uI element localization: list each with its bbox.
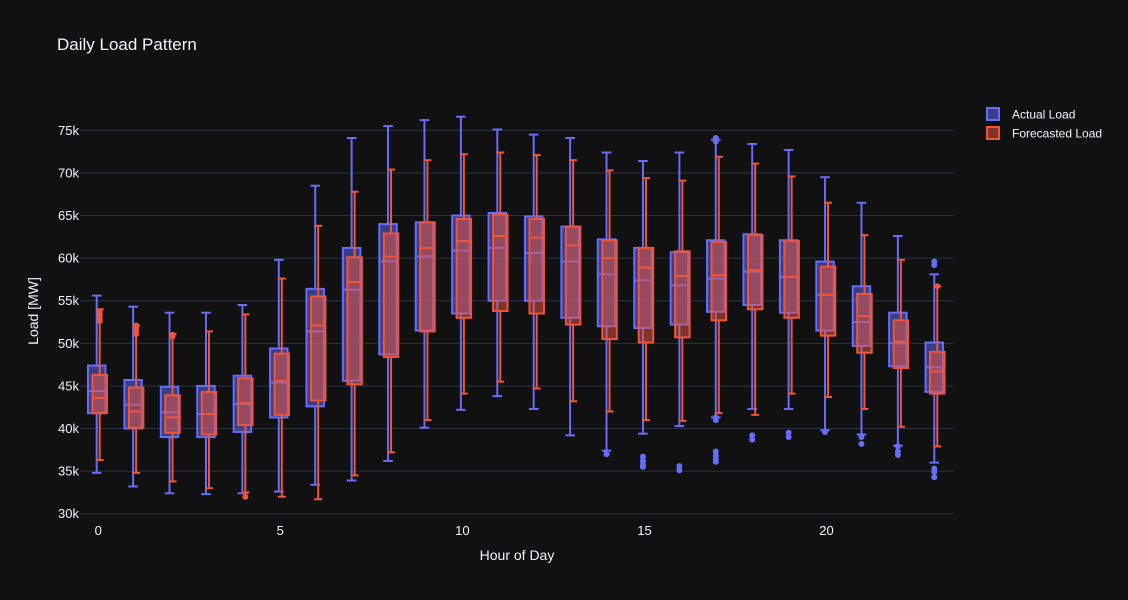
outlier-point[interactable] — [931, 261, 938, 268]
box-iqr[interactable] — [892, 319, 910, 370]
outlier-point[interactable] — [676, 467, 683, 474]
legend[interactable]: Actual Load Forecasted Load — [986, 107, 1102, 141]
outlier-point[interactable] — [785, 434, 792, 441]
x-tick-label: 10 — [455, 523, 469, 538]
outlier-point[interactable] — [822, 428, 829, 435]
box-iqr[interactable] — [746, 234, 764, 311]
legend-item[interactable]: Actual Load — [986, 107, 1075, 122]
outlier-point[interactable] — [894, 451, 901, 458]
box-iqr[interactable] — [164, 394, 181, 434]
y-tick-label: 60k — [58, 251, 79, 266]
y-tick-label: 35k — [58, 464, 79, 479]
outlier-point[interactable] — [133, 330, 140, 337]
gridlines — [80, 129, 954, 515]
x-axis-ticks: 0 5 10 15 20 — [95, 523, 834, 538]
y-axis-title: Load [MW] — [25, 277, 41, 345]
outlier-point[interactable] — [712, 138, 719, 145]
outlier-point[interactable] — [894, 443, 901, 450]
box-iqr[interactable] — [856, 292, 873, 354]
box-iqr[interactable] — [492, 213, 509, 312]
outlier-point[interactable] — [639, 463, 646, 470]
outlier-point[interactable] — [931, 468, 938, 475]
y-axis-ticks: 30k 35k 40k 45k 50k 55k 60k 65k 70k 75k — [58, 123, 79, 521]
box-iqr[interactable] — [346, 256, 363, 386]
y-tick-label: 45k — [58, 378, 79, 393]
box-iqr[interactable] — [91, 373, 108, 415]
box-iqr[interactable] — [783, 240, 800, 319]
outlier-point[interactable] — [169, 333, 176, 340]
outlier-point[interactable] — [639, 453, 646, 460]
outlier-point[interactable] — [712, 448, 719, 455]
outlier-point[interactable] — [858, 440, 865, 447]
x-axis-title: Hour of Day — [480, 547, 555, 563]
outlier-point[interactable] — [676, 463, 683, 470]
outlier-point[interactable] — [96, 318, 103, 325]
outlier-point[interactable] — [858, 434, 865, 441]
outlier-point[interactable] — [603, 451, 610, 458]
box-iqr[interactable] — [237, 377, 254, 427]
box-iqr[interactable] — [419, 221, 436, 333]
legend-label: Forecasted Load — [1012, 127, 1102, 141]
box-iqr[interactable] — [674, 250, 691, 339]
outlier-point[interactable] — [931, 474, 938, 481]
x-tick-label: 5 — [277, 523, 284, 538]
y-tick-label: 55k — [58, 293, 79, 308]
box-iqr[interactable] — [637, 246, 655, 344]
y-tick-label: 65k — [58, 208, 79, 223]
box-iqr[interactable] — [455, 217, 473, 319]
chart-title: Daily Load Pattern — [57, 35, 197, 54]
outlier-point[interactable] — [749, 436, 756, 443]
box-iqr[interactable] — [528, 217, 545, 315]
outlier-point[interactable] — [785, 429, 792, 436]
y-tick-label: 70k — [58, 165, 79, 180]
x-tick-label: 20 — [819, 523, 833, 538]
box-iqr[interactable] — [273, 352, 291, 416]
y-tick-label: 75k — [58, 123, 79, 138]
box-iqr[interactable] — [127, 386, 145, 429]
y-tick-label: 30k — [58, 506, 79, 521]
legend-swatch — [986, 126, 1000, 140]
outlier-point[interactable] — [712, 417, 719, 424]
box-iqr[interactable] — [382, 232, 400, 358]
legend-item[interactable]: Forecasted Load — [986, 126, 1102, 141]
series-1-boxes — [91, 151, 946, 501]
x-tick-label: 15 — [637, 523, 651, 538]
box-iqr[interactable] — [601, 239, 618, 341]
legend-swatch — [986, 107, 1000, 121]
y-tick-label: 40k — [58, 421, 79, 436]
outlier-point[interactable] — [712, 458, 719, 465]
box-iqr[interactable] — [819, 265, 837, 337]
outlier-point[interactable] — [749, 432, 756, 439]
outlier-point[interactable] — [242, 493, 249, 500]
y-tick-label: 50k — [58, 336, 79, 351]
box-iqr[interactable] — [710, 240, 728, 322]
x-tick-label: 0 — [95, 523, 102, 538]
legend-label: Actual Load — [1012, 108, 1075, 122]
box-iqr[interactable] — [309, 295, 327, 402]
box-iqr[interactable] — [564, 225, 582, 326]
outlier-point[interactable] — [934, 283, 941, 290]
box-series — [86, 115, 946, 501]
box-iqr[interactable] — [929, 350, 946, 395]
